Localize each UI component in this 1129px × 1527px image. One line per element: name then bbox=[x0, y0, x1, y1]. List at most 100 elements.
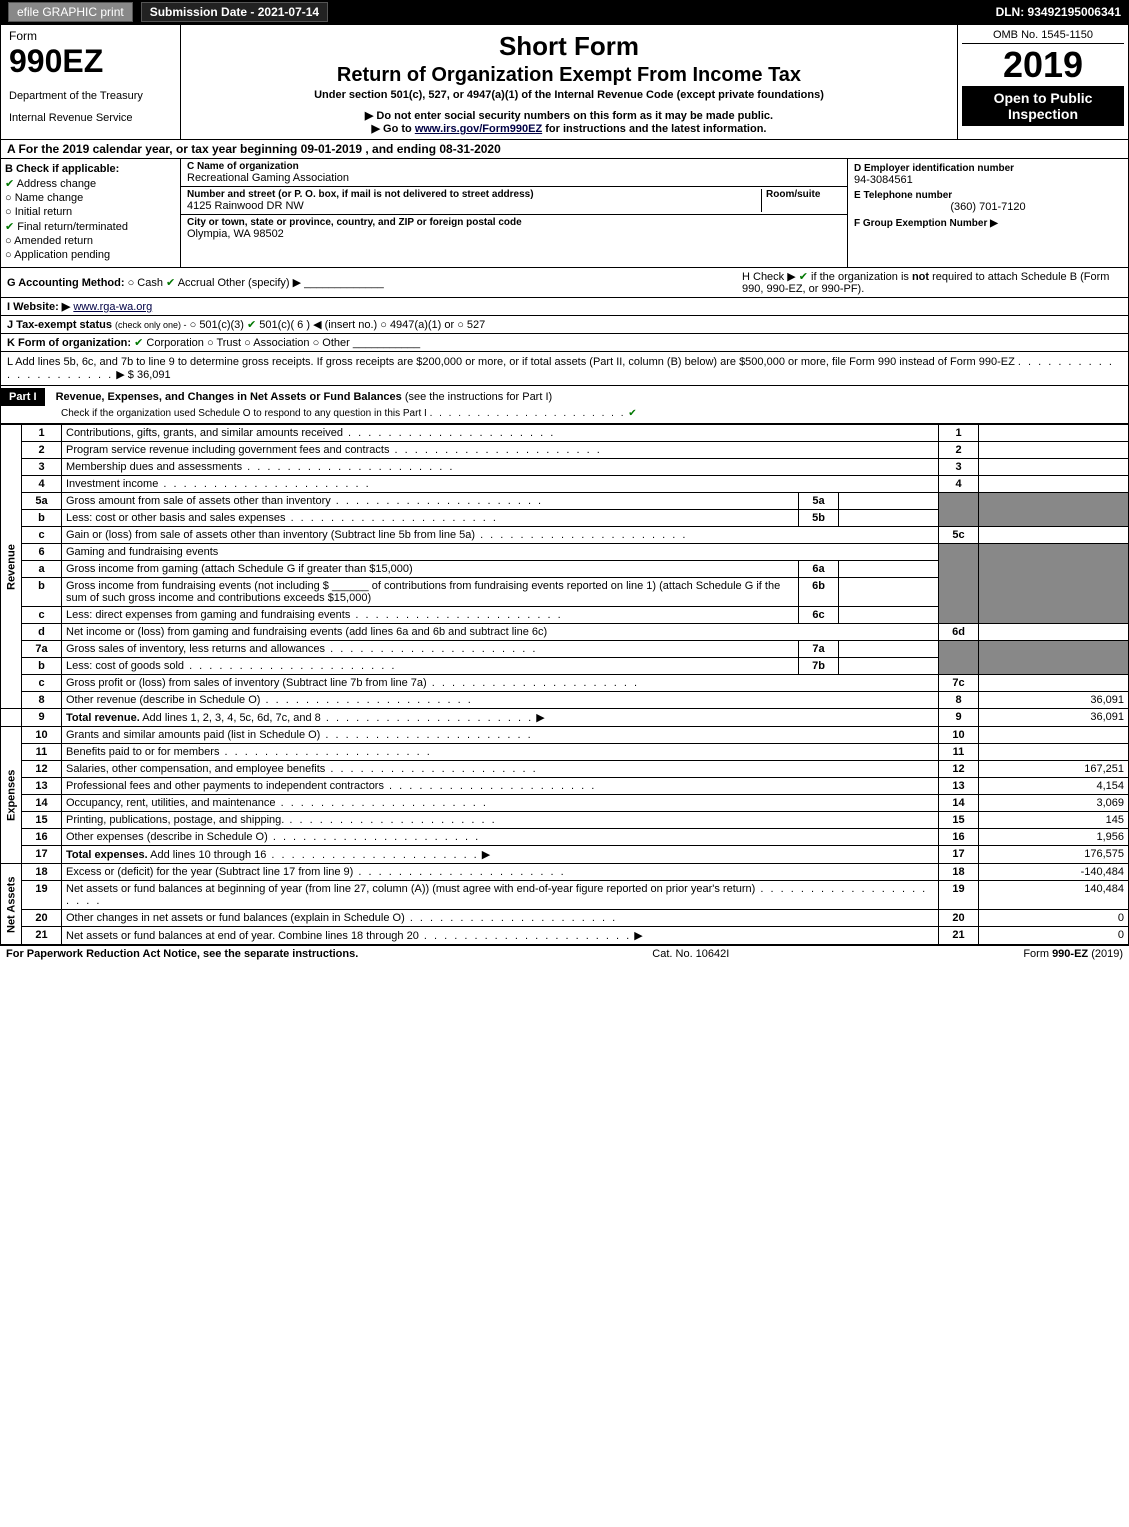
amt-label: 9 bbox=[939, 709, 979, 727]
line-19: 19 Net assets or fund balances at beginn… bbox=[1, 881, 1129, 910]
linenum: b bbox=[22, 658, 62, 675]
acct-other[interactable]: Other (specify) ▶ _____________ bbox=[217, 277, 383, 289]
line-desc: Less: cost or other basis and sales expe… bbox=[66, 512, 286, 524]
linenum: 4 bbox=[22, 476, 62, 493]
amt-value bbox=[979, 459, 1129, 476]
amt-value: 3,069 bbox=[979, 795, 1129, 812]
application-pending-label: Application pending bbox=[14, 249, 110, 261]
sub-under-section: Under section 501(c), 527, or 4947(a)(1)… bbox=[189, 89, 949, 101]
sub-value bbox=[839, 561, 939, 578]
linenum: b bbox=[22, 510, 62, 527]
dots-icon bbox=[286, 512, 498, 524]
line-l: L Add lines 5b, 6c, and 7b to line 9 to … bbox=[0, 352, 1129, 386]
acct-cash[interactable]: ○ Cash bbox=[128, 277, 163, 289]
irs-link[interactable]: www.irs.gov/Form990EZ bbox=[415, 123, 542, 135]
dots-icon bbox=[268, 831, 480, 843]
form-label: Form bbox=[9, 29, 172, 43]
line-desc: Contributions, gifts, grants, and simila… bbox=[66, 427, 343, 439]
opt-527[interactable]: ○ 527 bbox=[457, 319, 485, 331]
dots-icon bbox=[158, 478, 370, 490]
city-label: City or town, state or province, country… bbox=[187, 217, 841, 228]
street-label: Number and street (or P. O. box, if mail… bbox=[187, 189, 761, 200]
check-address-change[interactable]: Address change bbox=[5, 177, 176, 190]
opt-trust[interactable]: ○ Trust bbox=[207, 337, 241, 349]
checkmark-icon[interactable] bbox=[628, 408, 636, 419]
form-header-center: Short Form Return of Organization Exempt… bbox=[181, 25, 958, 139]
line-desc-2: Add lines 1, 2, 3, 4, 5c, 6d, 7c, and 8 bbox=[140, 712, 321, 724]
linenum: 9 bbox=[22, 709, 62, 727]
opt-4947[interactable]: ○ 4947(a)(1) or bbox=[380, 319, 454, 331]
linenum: 17 bbox=[22, 846, 62, 864]
final-return-label: Final return/terminated bbox=[17, 221, 128, 233]
submission-date-badge: Submission Date - 2021-07-14 bbox=[141, 2, 328, 22]
dots-icon bbox=[284, 814, 496, 826]
checkmark-icon bbox=[166, 277, 175, 289]
h-text2: if the organization is bbox=[811, 271, 912, 283]
dots-icon bbox=[260, 694, 472, 706]
line-desc: Professional fees and other payments to … bbox=[66, 780, 384, 792]
check-application-pending[interactable]: ○ Application pending bbox=[5, 249, 176, 261]
accounting-method-label: G Accounting Method: bbox=[7, 277, 125, 289]
footer-right-bold: 990-EZ bbox=[1052, 948, 1088, 960]
line-7c: c Gross profit or (loss) from sales of i… bbox=[1, 675, 1129, 692]
form-header-right: OMB No. 1545-1150 2019 Open to Public In… bbox=[958, 25, 1128, 139]
acct-accrual[interactable]: Accrual bbox=[166, 277, 214, 289]
amt-value: -140,484 bbox=[979, 864, 1129, 881]
check-o-text: Check if the organization used Schedule … bbox=[61, 408, 427, 419]
name-change-label: Name change bbox=[15, 192, 84, 204]
amt-value bbox=[979, 527, 1129, 544]
line-11: 11 Benefits paid to or for members 11 bbox=[1, 744, 1129, 761]
line-desc: Gross amount from sale of assets other t… bbox=[66, 495, 331, 507]
amt-label: 13 bbox=[939, 778, 979, 795]
amt-label: 19 bbox=[939, 881, 979, 910]
form-org-label: K Form of organization: bbox=[7, 337, 131, 349]
line-8: 8 Other revenue (describe in Schedule O)… bbox=[1, 692, 1129, 709]
dots-icon bbox=[219, 746, 431, 758]
line-desc: Gaming and fundraising events bbox=[62, 544, 939, 561]
open-to-public-badge: Open to Public Inspection bbox=[962, 86, 1124, 126]
line-desc: Grants and similar amounts paid (list in… bbox=[66, 729, 320, 741]
line-4: 4 Investment income 4 bbox=[1, 476, 1129, 493]
title-short-form: Short Form bbox=[189, 31, 949, 62]
dots-icon bbox=[343, 427, 555, 439]
linenum: 19 bbox=[22, 881, 62, 910]
linenum: b bbox=[22, 578, 62, 607]
sub-label: 7a bbox=[799, 641, 839, 658]
opt-corporation[interactable]: Corporation bbox=[134, 337, 204, 349]
amt-value bbox=[979, 675, 1129, 692]
footer-right-post: (2019) bbox=[1088, 948, 1123, 960]
amt-value bbox=[979, 624, 1129, 641]
efile-graphic-print-button[interactable]: efile GRAPHIC print bbox=[8, 2, 133, 22]
amt-value: 0 bbox=[979, 910, 1129, 927]
opt-501c[interactable]: 501(c)( 6 ) ◀ (insert no.) bbox=[247, 319, 377, 331]
goto-pre: ▶ Go to bbox=[372, 123, 415, 135]
linenum: 14 bbox=[22, 795, 62, 812]
amt-label: 10 bbox=[939, 727, 979, 744]
linenum: 18 bbox=[22, 864, 62, 881]
amt-label: 8 bbox=[939, 692, 979, 709]
linenum: d bbox=[22, 624, 62, 641]
checkmark-icon[interactable] bbox=[799, 271, 808, 283]
amt-label: 21 bbox=[939, 927, 979, 945]
goto-post: for instructions and the latest informat… bbox=[542, 123, 766, 135]
opt-association[interactable]: ○ Association bbox=[244, 337, 309, 349]
check-name-change[interactable]: ○ Name change bbox=[5, 192, 176, 204]
website-link[interactable]: www.rga-wa.org bbox=[73, 301, 152, 313]
amt-value: 145 bbox=[979, 812, 1129, 829]
opt-501c3[interactable]: ○ 501(c)(3) bbox=[190, 319, 244, 331]
check-final-return[interactable]: Final return/terminated bbox=[5, 220, 176, 233]
shaded-cell bbox=[979, 493, 1129, 527]
arrow-icon bbox=[536, 712, 544, 724]
linenum: 5a bbox=[22, 493, 62, 510]
check-initial-return[interactable]: ○ Initial return bbox=[5, 206, 176, 218]
linenum: 1 bbox=[22, 425, 62, 442]
opt-other-org[interactable]: ○ Other bbox=[313, 337, 350, 349]
line-1: Revenue 1 Contributions, gifts, grants, … bbox=[1, 425, 1129, 442]
address-change-label: Address change bbox=[17, 178, 97, 190]
line-5a: 5a Gross amount from sale of assets othe… bbox=[1, 493, 1129, 510]
shaded-cell bbox=[939, 493, 979, 527]
line-7a: 7a Gross sales of inventory, less return… bbox=[1, 641, 1129, 658]
check-amended-return[interactable]: ○ Amended return bbox=[5, 235, 176, 247]
linenum: c bbox=[22, 527, 62, 544]
room-label: Room/suite bbox=[766, 189, 841, 200]
